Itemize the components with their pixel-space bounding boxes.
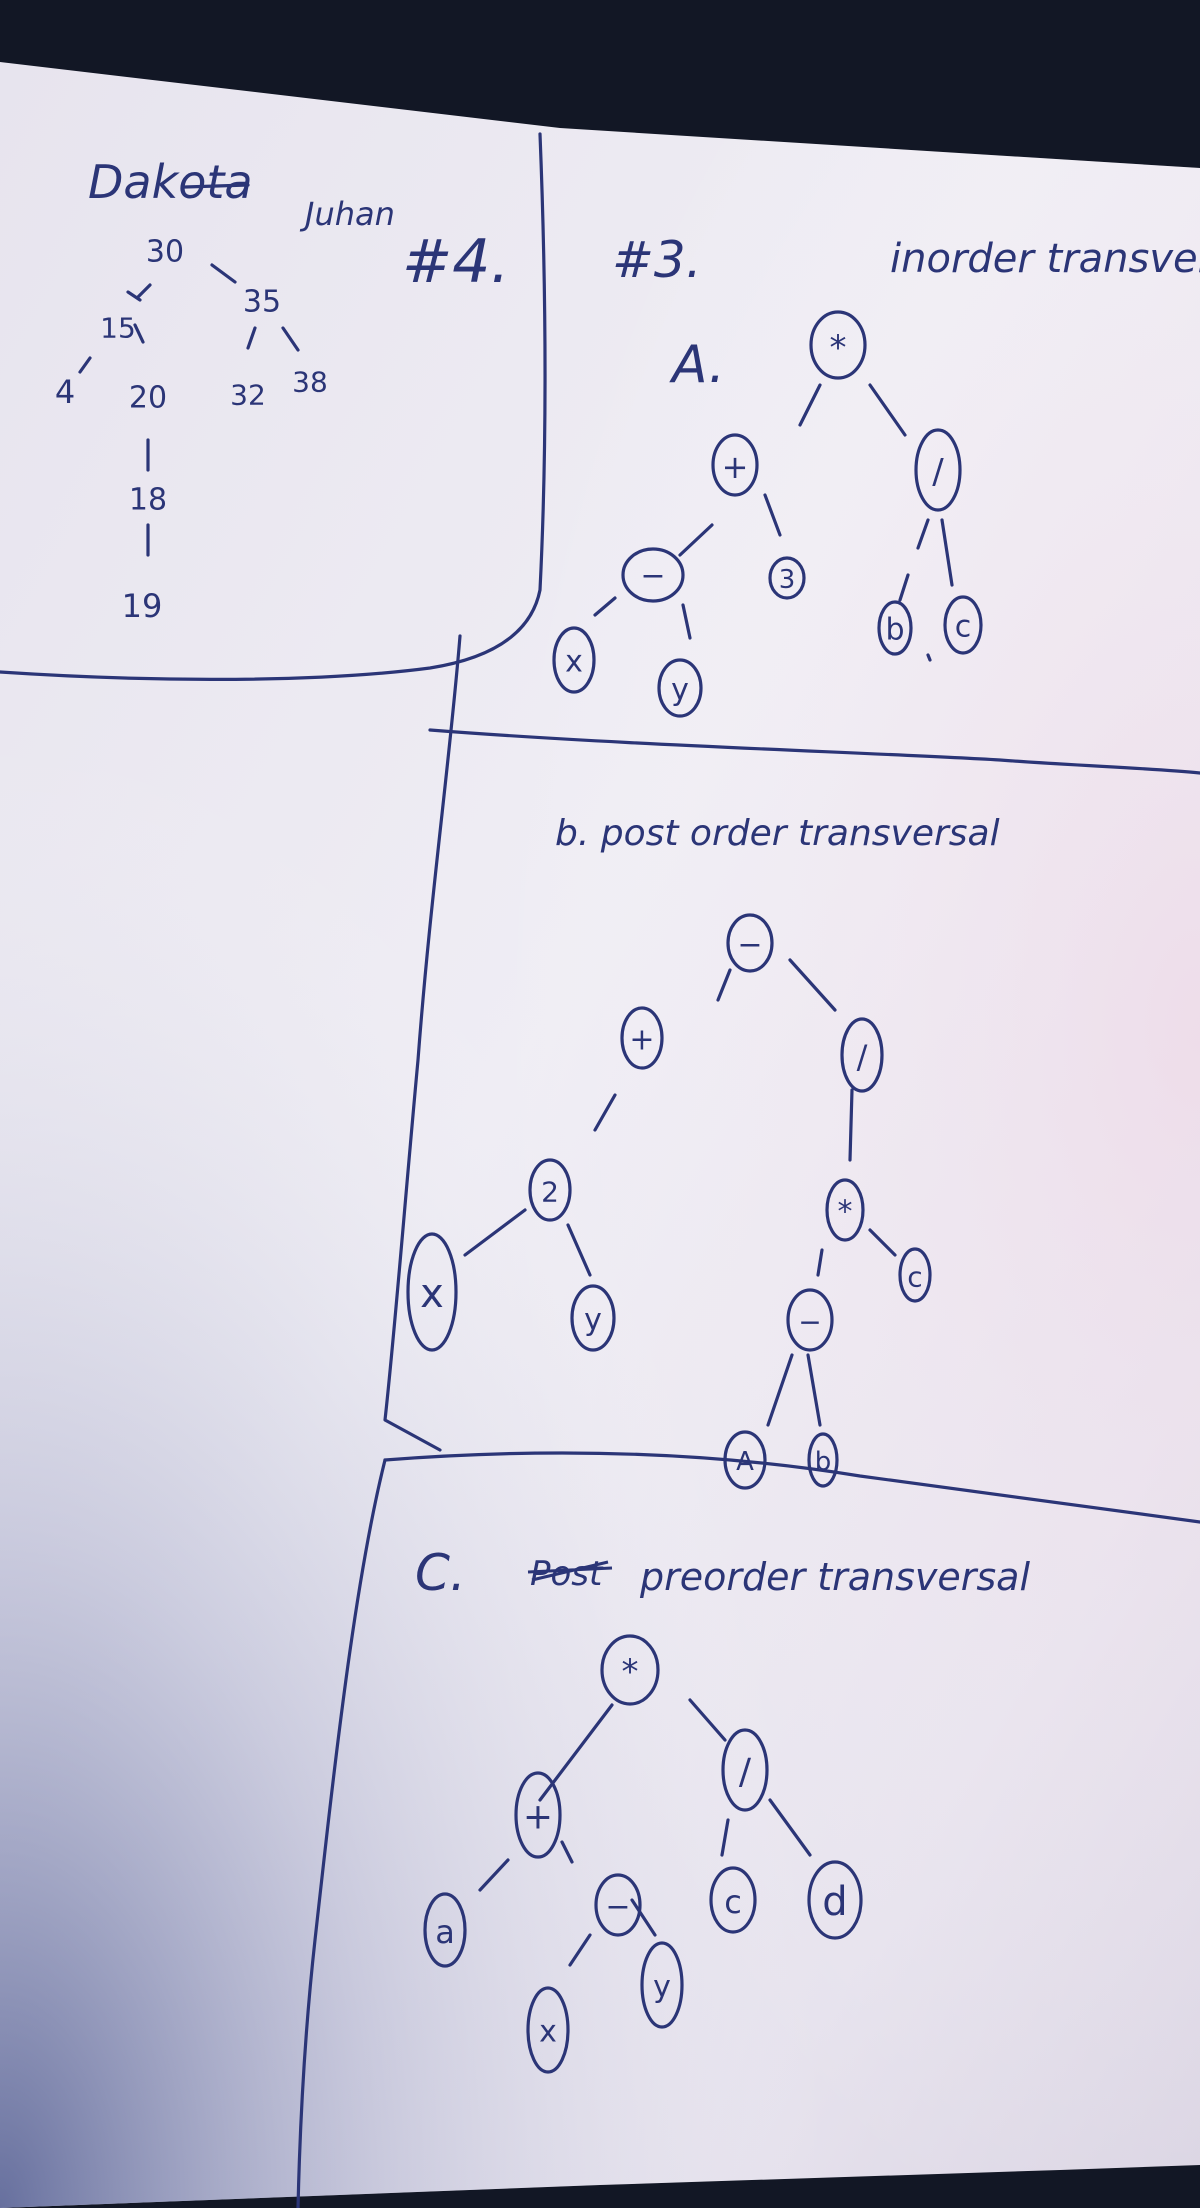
part-a-node-plus: + [722,448,749,486]
part-b-node-2: 2 [541,1176,559,1209]
part-c-node-a: a [435,1913,455,1951]
part-b-node-x: x [420,1271,444,1317]
part-b-node-c: c [907,1261,922,1294]
problem-4-label: #4. [402,227,510,297]
bst-node-35: 35 [243,285,281,320]
part-c-title-struck: Post [530,1554,604,1594]
bst-node-20: 20 [129,381,167,416]
part-b-title: b. post order transversal [555,813,1000,854]
part-c-node-c: c [724,1883,742,1921]
bst-node-19: 19 [122,587,163,625]
part-a-tree: * + / − 3 b c x y [552,310,983,718]
part-a-node-3: 3 [779,565,796,595]
part-c-node-y: y [653,1970,671,2005]
part-c-title-prefix: C. [415,1544,466,1602]
part-b-node-b: b [815,1447,832,1477]
bst-diagram: 30 15 35 4 20 32 38 18 19 [55,235,328,626]
part-a-node-div: / [932,452,944,492]
part-b-tree: − + / 2 x y * c − A b [406,913,932,1490]
part-c-node-mult: * [622,1652,639,1692]
name-strike [183,183,250,189]
name-dakota: Dakota [88,155,253,209]
bst-node-32: 32 [230,379,266,412]
part-c-node-d: d [822,1879,847,1925]
bst-node-4: 4 [55,373,75,411]
part-a-node-x: x [565,645,583,680]
part-b-node-a: A [736,1447,754,1477]
part-b-node-mult: * [838,1195,853,1230]
part-a-node-y: y [671,673,689,708]
name-juhan: Juhan [299,195,395,233]
part-c-node-minus: − [605,1890,630,1925]
part-a-node-b: b [885,613,904,648]
bst-node-15: 15 [100,312,136,345]
part-a-node-mult: * [830,328,847,368]
part-a-node-c: c [955,610,972,645]
part-c-node-x: x [539,2015,557,2050]
part-b-node-minus-root: − [737,928,762,963]
bst-node-30: 30 [146,235,184,270]
part-b-node-plus: + [629,1023,654,1058]
part-a-label: A. [669,335,725,395]
section-dividers [0,132,1200,2208]
part-c-title-rest: preorder transversal [639,1555,1030,1599]
part-b-node-y: y [584,1303,602,1338]
part-a-node-minus: − [640,559,665,594]
problem-3-label: #3. [612,231,702,289]
part-c-node-plus: + [523,1797,553,1838]
inorder-title: inorder transver [890,236,1200,282]
part-b-node-minus: − [798,1306,821,1339]
part-b-node-div: / [857,1038,868,1076]
struck-scribble [527,1560,613,1582]
bst-node-18: 18 [129,483,167,518]
part-c-node-div: / [739,1752,752,1793]
part-a-node-ellipse [809,310,867,380]
bst-node-38: 38 [292,366,328,399]
part-c-tree: * + / a − c d x y [423,1634,863,2074]
